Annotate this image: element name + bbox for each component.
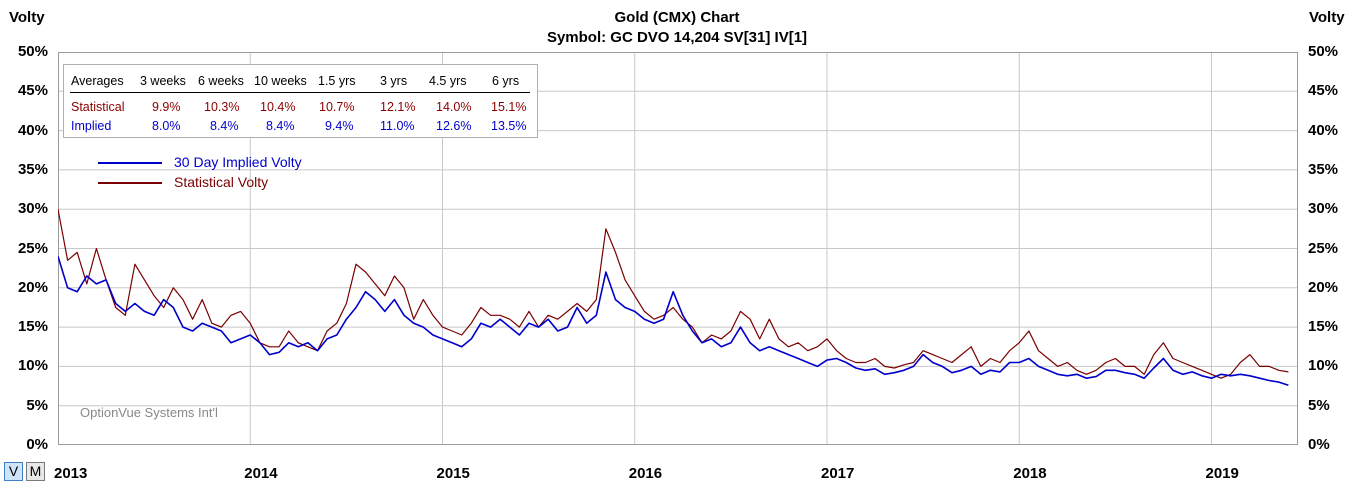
view-v-toggle-button[interactable]: V	[4, 462, 23, 481]
averages-statistical-3w: 9.9%	[152, 100, 181, 114]
averages-implied-3w: 8.0%	[152, 119, 181, 133]
y-tick-label-left: 35%	[17, 160, 48, 178]
y-tick-label-right: 40%	[1308, 121, 1339, 139]
averages-statistical-6y: 15.1%	[491, 100, 527, 114]
y-tick-label-left: 20%	[17, 278, 48, 296]
averages-header-10w: 10 weeks	[254, 74, 307, 88]
averages-implied-4-5y: 12.6%	[436, 119, 472, 133]
averages-implied-6y: 13.5%	[491, 119, 527, 133]
chart-subtitle: Symbol: GC DVO 14,204 SV[31] IV[1]	[546, 29, 808, 46]
y-tick-label-left: 40%	[17, 121, 48, 139]
averages-statistical-4-5y: 14.0%	[436, 100, 472, 114]
right-axis-title: Volty	[1309, 9, 1345, 26]
left-axis-title: Volty	[9, 9, 45, 26]
view-m-toggle-button[interactable]: M	[26, 462, 45, 481]
legend-implied-label: 30 Day Implied Volty	[174, 154, 302, 170]
averages-statistical-1-5y: 10.7%	[319, 100, 355, 114]
y-tick-label-right: 0%	[1308, 436, 1330, 453]
legend-statistical-swatch	[98, 182, 162, 184]
x-tick-label: 2014	[244, 465, 278, 482]
averages-header-3y: 3 yrs	[380, 74, 408, 88]
y-tick-label-right: 50%	[1308, 43, 1339, 60]
series-layer	[58, 209, 1289, 387]
averages-implied-label: Implied	[71, 119, 112, 133]
volatility-plot	[58, 52, 1298, 445]
y-tick-label-right: 5%	[1308, 396, 1330, 414]
statistical-volty-line	[58, 209, 1289, 379]
averages-statistical-label: Statistical	[71, 100, 125, 114]
y-tick-label-right: 45%	[1308, 82, 1339, 100]
implied-volty-line	[58, 256, 1289, 387]
x-tick-label: 2019	[1205, 465, 1239, 482]
averages-implied-1-5y: 9.4%	[325, 119, 354, 133]
y-tick-label-left: 15%	[17, 318, 48, 336]
y-tick-label-right: 25%	[1308, 239, 1339, 257]
x-tick-label: 2013	[54, 465, 88, 482]
legend-implied-swatch	[98, 162, 162, 164]
averages-header-4-5y: 4.5 yrs	[429, 74, 467, 88]
averages-implied-3y: 11.0%	[380, 119, 415, 133]
x-tick-label: 2018	[1013, 465, 1047, 482]
averages-statistical-6w: 10.3%	[204, 100, 240, 114]
averages-header-divider	[70, 92, 530, 93]
plot-frame	[58, 52, 1298, 445]
x-tick-label: 2017	[820, 465, 855, 482]
legend-statistical-label: Statistical Volty	[174, 174, 269, 190]
averages-header-1-5y: 1.5 yrs	[318, 74, 356, 88]
averages-statistical-10w: 10.4%	[260, 100, 296, 114]
averages-header-6w: 6 weeks	[198, 74, 244, 88]
y-tick-label-left: 30%	[17, 200, 48, 218]
y-tick-label-left: 0%	[26, 436, 48, 453]
averages-statistical-3y: 12.1%	[380, 100, 416, 114]
y-tick-label-left: 5%	[26, 396, 48, 414]
averages-header-3w: 3 weeks	[140, 74, 186, 88]
averages-implied-6w: 8.4%	[210, 119, 239, 133]
y-tick-label-right: 20%	[1308, 278, 1339, 296]
chart-title: Gold (CMX) Chart	[614, 9, 740, 26]
watermark-text: OptionVue Systems Int'l	[80, 405, 218, 420]
y-tick-label-right: 35%	[1308, 160, 1339, 178]
y-tick-label-left: 50%	[17, 43, 48, 60]
averages-header-6y: 6 yrs	[492, 74, 520, 88]
y-tick-label-right: 10%	[1308, 357, 1339, 375]
y-tick-label-right: 15%	[1308, 318, 1339, 336]
y-tick-label-left: 25%	[17, 239, 48, 257]
y-tick-label-left: 10%	[17, 357, 48, 375]
y-tick-label-right: 30%	[1308, 200, 1339, 218]
averages-implied-10w: 8.4%	[266, 119, 295, 133]
averages-header-label: Averages	[71, 74, 124, 88]
x-tick-label: 2016	[628, 465, 663, 482]
averages-table: Averages 3 weeks 6 weeks 10 weeks 1.5 yr…	[63, 64, 538, 138]
x-tick-label: 2015	[436, 465, 470, 482]
y-tick-label-left: 45%	[17, 82, 48, 100]
